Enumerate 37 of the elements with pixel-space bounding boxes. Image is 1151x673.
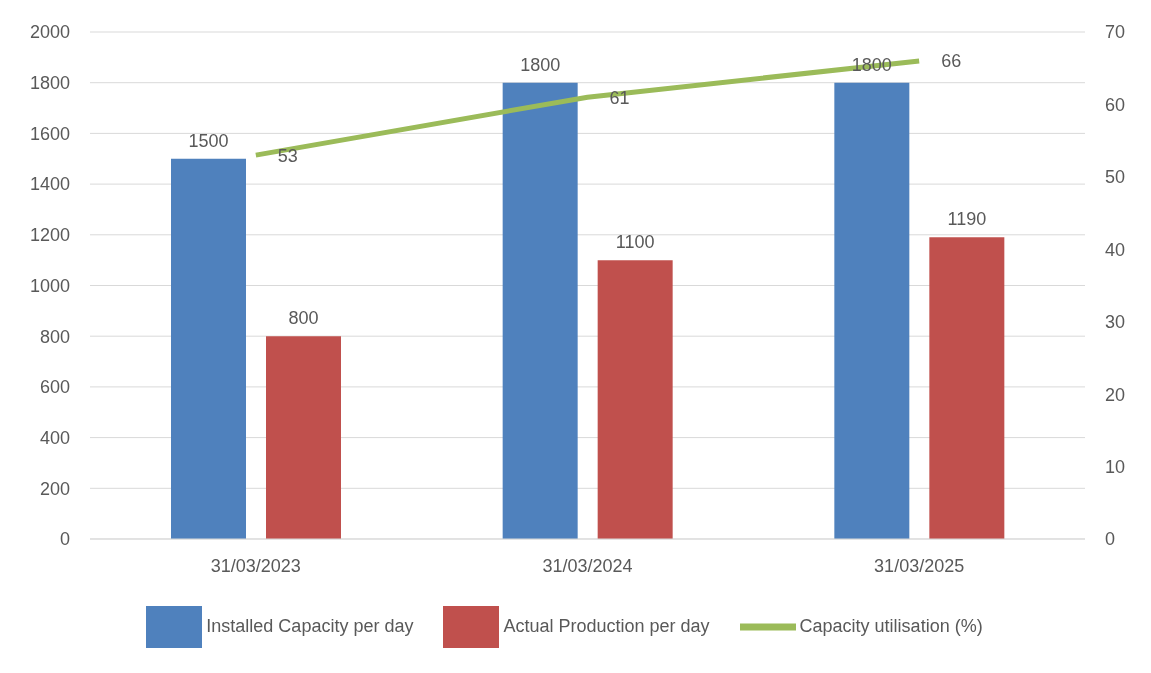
bar (171, 158, 246, 539)
bar (502, 82, 578, 539)
y-tick-label: 1600 (29, 123, 70, 144)
y2-tick-label: 20 (1105, 384, 1126, 405)
data-label: 1500 (188, 130, 229, 151)
y-tick-label: 1400 (29, 174, 70, 195)
x-tick-label: 31/03/2025 (874, 555, 965, 576)
y2-tick-label: 70 (1105, 22, 1126, 43)
y2-tick-label: 10 (1105, 456, 1126, 477)
y-tick-label: 0 (59, 529, 70, 550)
y-tick-label: 2000 (29, 22, 70, 43)
data-label: 800 (288, 308, 319, 329)
y-tick-label: 1000 (29, 275, 70, 296)
x-tick-label: 31/03/2023 (210, 555, 301, 576)
y2-tick-label: 40 (1105, 239, 1126, 260)
data-label: 1100 (615, 232, 655, 253)
bar (266, 336, 341, 539)
y-tick-label: 1800 (29, 73, 70, 94)
data-label: 1800 (520, 54, 561, 75)
legend-label: Actual Production per day (503, 615, 710, 636)
legend-label: Installed Capacity per day (206, 615, 414, 636)
y-tick-label: 600 (39, 377, 70, 398)
y2-tick-label: 50 (1105, 167, 1126, 188)
y2-tick-label: 60 (1105, 94, 1126, 115)
y-tick-label: 200 (39, 478, 70, 499)
data-label: 1190 (947, 209, 987, 230)
y-tick-label: 800 (39, 326, 70, 347)
bar (597, 260, 673, 539)
y-tick-label: 400 (39, 427, 70, 448)
y-tick-label: 1200 (29, 225, 70, 246)
legend-label: Capacity utilisation (%) (799, 615, 983, 636)
bar (834, 82, 910, 539)
data-label: 66 (941, 51, 962, 72)
bar (929, 237, 1005, 539)
y2-tick-label: 0 (1105, 529, 1116, 550)
y2-tick-label: 30 (1105, 312, 1126, 333)
x-tick-label: 31/03/2024 (542, 555, 633, 576)
